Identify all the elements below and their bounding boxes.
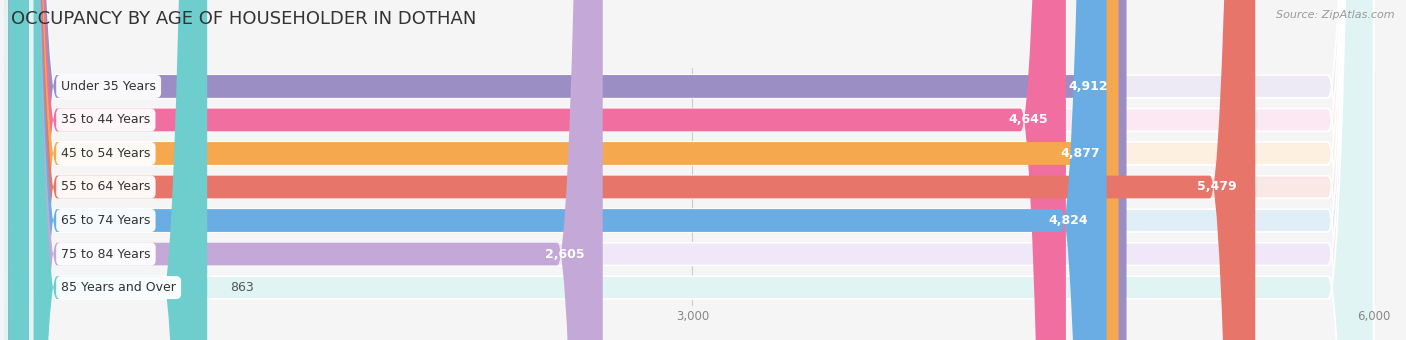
Circle shape <box>6 0 32 340</box>
Circle shape <box>6 0 32 340</box>
Text: 65 to 74 Years: 65 to 74 Years <box>62 214 150 227</box>
Text: 863: 863 <box>231 281 253 294</box>
Text: 4,645: 4,645 <box>1008 114 1047 126</box>
Circle shape <box>6 0 32 340</box>
Text: 55 to 64 Years: 55 to 64 Years <box>62 181 150 193</box>
FancyBboxPatch shape <box>11 0 207 340</box>
FancyBboxPatch shape <box>11 0 1066 340</box>
Text: 4,912: 4,912 <box>1069 80 1108 93</box>
Text: 75 to 84 Years: 75 to 84 Years <box>62 248 150 260</box>
FancyBboxPatch shape <box>11 0 1374 340</box>
FancyBboxPatch shape <box>11 0 1374 340</box>
Circle shape <box>6 0 32 340</box>
Circle shape <box>6 0 32 340</box>
Circle shape <box>10 0 28 340</box>
Circle shape <box>10 0 28 340</box>
Text: 85 Years and Over: 85 Years and Over <box>62 281 176 294</box>
Text: 45 to 54 Years: 45 to 54 Years <box>62 147 150 160</box>
Text: OCCUPANCY BY AGE OF HOUSEHOLDER IN DOTHAN: OCCUPANCY BY AGE OF HOUSEHOLDER IN DOTHA… <box>11 10 477 28</box>
Circle shape <box>10 0 28 340</box>
FancyBboxPatch shape <box>11 0 1374 340</box>
FancyBboxPatch shape <box>11 0 1374 340</box>
FancyBboxPatch shape <box>11 0 1126 340</box>
Circle shape <box>10 0 28 340</box>
FancyBboxPatch shape <box>11 0 1374 340</box>
Circle shape <box>10 0 28 340</box>
Circle shape <box>6 0 32 340</box>
Text: 35 to 44 Years: 35 to 44 Years <box>62 114 150 126</box>
Text: Under 35 Years: Under 35 Years <box>62 80 156 93</box>
Circle shape <box>10 0 28 340</box>
FancyBboxPatch shape <box>11 0 1374 340</box>
FancyBboxPatch shape <box>11 0 1119 340</box>
FancyBboxPatch shape <box>11 0 1256 340</box>
FancyBboxPatch shape <box>11 0 603 340</box>
Circle shape <box>10 0 28 340</box>
Text: Source: ZipAtlas.com: Source: ZipAtlas.com <box>1277 10 1395 20</box>
Text: 4,824: 4,824 <box>1049 214 1088 227</box>
Text: 2,605: 2,605 <box>546 248 585 260</box>
Circle shape <box>6 0 32 340</box>
FancyBboxPatch shape <box>11 0 1374 340</box>
FancyBboxPatch shape <box>11 0 1107 340</box>
Text: 4,877: 4,877 <box>1060 147 1101 160</box>
Text: 5,479: 5,479 <box>1198 181 1237 193</box>
